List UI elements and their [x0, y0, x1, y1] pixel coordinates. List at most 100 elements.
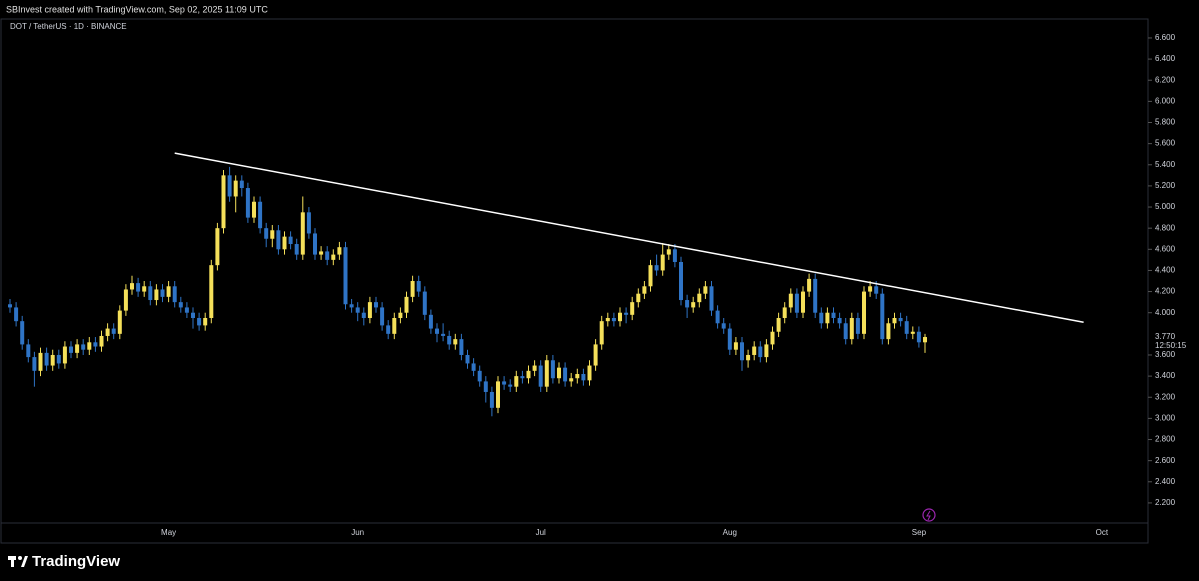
- candle-body: [660, 254, 665, 271]
- y-tick-label: 5.200: [1155, 181, 1176, 190]
- candle-body: [624, 312, 629, 315]
- candle-body: [727, 328, 732, 350]
- candle-body: [337, 247, 342, 255]
- candle-body: [306, 212, 311, 234]
- candle-body: [404, 296, 409, 313]
- candle-body: [282, 236, 287, 250]
- candle-body: [892, 317, 897, 324]
- candle-body: [721, 323, 726, 329]
- candle-body: [703, 286, 708, 294]
- candle-body: [361, 312, 366, 318]
- candle-body: [123, 289, 128, 311]
- candle-body: [270, 230, 275, 239]
- candle-body: [221, 175, 226, 229]
- candle-body: [752, 346, 757, 355]
- candle-body: [258, 201, 263, 229]
- candle-body: [8, 304, 12, 308]
- candle-body: [843, 323, 848, 340]
- y-tick-label: 4.600: [1155, 244, 1176, 253]
- y-tick-label: 2.600: [1155, 456, 1176, 465]
- y-tick-label: 6.600: [1155, 33, 1176, 42]
- candle-body: [544, 360, 549, 387]
- y-tick-label: 2.400: [1155, 477, 1176, 486]
- y-tick-label: 5.600: [1155, 139, 1176, 148]
- candle-body: [32, 357, 37, 371]
- candle-body: [569, 378, 574, 382]
- candle-body: [227, 175, 232, 197]
- candle-body: [532, 365, 537, 371]
- candle-body: [233, 180, 238, 197]
- candle-body: [697, 293, 702, 303]
- candle-body: [648, 265, 653, 287]
- candle-body: [471, 363, 476, 371]
- candle-body: [794, 293, 799, 313]
- candle-body: [99, 335, 104, 347]
- candle-body: [819, 312, 824, 324]
- candle-body: [764, 344, 769, 358]
- candle-body: [203, 317, 208, 326]
- candle-body: [349, 304, 354, 308]
- candle-body: [288, 236, 293, 245]
- candle-body: [453, 339, 458, 345]
- candle-body: [740, 342, 744, 361]
- candle-body: [605, 317, 610, 322]
- candle-body: [441, 333, 446, 336]
- candle-body: [477, 370, 482, 382]
- candle-body: [184, 307, 189, 313]
- candle-body: [587, 365, 592, 381]
- x-tick-label: Sep: [912, 528, 927, 537]
- candle-body: [709, 286, 714, 311]
- candle-body: [130, 283, 134, 290]
- trendline: [174, 152, 1084, 323]
- candle-body: [862, 291, 866, 334]
- candle-body: [447, 335, 452, 345]
- candle-body: [654, 265, 659, 271]
- candle-body: [520, 376, 525, 379]
- y-tick-label: 6.400: [1155, 54, 1176, 63]
- candle-body: [691, 302, 696, 308]
- candle-body: [758, 346, 763, 358]
- candle-body: [367, 302, 372, 318]
- candle-body: [252, 201, 256, 218]
- candle-body: [38, 352, 43, 371]
- candle-body: [69, 346, 73, 353]
- last-price-label: 3.770: [1155, 332, 1176, 341]
- candle-body: [81, 344, 86, 350]
- candle-body: [807, 278, 812, 292]
- y-tick-label: 5.800: [1155, 118, 1176, 127]
- y-tick-label: 6.200: [1155, 75, 1176, 84]
- candle-body: [50, 354, 55, 366]
- candle-body: [166, 286, 171, 297]
- candle-body: [837, 317, 842, 324]
- candle-body: [855, 317, 860, 334]
- candle-body: [392, 317, 397, 334]
- candle-body: [245, 188, 250, 218]
- candle-body: [209, 265, 214, 318]
- x-tick-label: Oct: [1096, 528, 1109, 537]
- candle-body: [14, 307, 19, 322]
- candle-body: [801, 291, 805, 313]
- candle-body: [20, 321, 25, 345]
- candle-body: [874, 286, 879, 294]
- candle-body: [313, 233, 317, 255]
- candle-body: [923, 337, 927, 343]
- y-tick-label: 4.400: [1155, 266, 1176, 275]
- candle-body: [666, 249, 671, 255]
- candle-body: [618, 312, 622, 322]
- candle-body: [178, 302, 183, 308]
- candle-body: [197, 317, 202, 326]
- candle-body: [87, 342, 92, 350]
- candle-body: [642, 286, 647, 294]
- candle-body: [294, 244, 299, 255]
- candle-body: [117, 310, 122, 334]
- candle-body: [148, 286, 153, 301]
- candle-body: [386, 325, 391, 334]
- x-tick-label: Jun: [351, 528, 364, 537]
- candle-body: [489, 391, 494, 408]
- candle-body: [44, 352, 49, 366]
- candle-body: [630, 302, 635, 315]
- candle-body: [916, 331, 921, 343]
- candle-body: [343, 247, 348, 305]
- candle-body: [26, 344, 31, 358]
